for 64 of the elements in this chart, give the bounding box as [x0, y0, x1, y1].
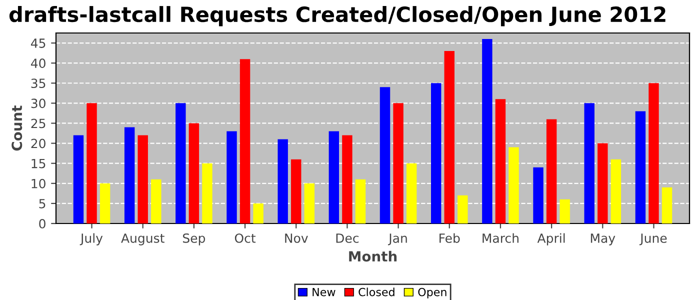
x-tick-label: July: [80, 233, 103, 246]
bar: [124, 127, 135, 224]
legend-label: Open: [418, 288, 446, 298]
bar: [291, 159, 302, 224]
bar: [444, 51, 454, 224]
x-tick-label: Dec: [336, 234, 359, 243]
bar: [138, 135, 148, 224]
bar: [100, 183, 110, 224]
bar: [482, 39, 492, 224]
y-tick-label: 35: [31, 78, 46, 88]
bar: [393, 103, 404, 224]
bar: [226, 131, 237, 224]
bar: [342, 135, 352, 224]
bar: [278, 139, 288, 224]
bar: [648, 83, 659, 224]
x-tick-label: March: [482, 233, 518, 243]
y-tick-label: 0: [39, 218, 46, 228]
y-tick-label: 20: [31, 138, 46, 148]
bar: [202, 163, 212, 224]
x-tick-label: May: [590, 234, 616, 246]
bar: [253, 203, 264, 224]
bar: [584, 103, 594, 224]
bar: [328, 131, 340, 224]
x-tick-label: April: [537, 233, 565, 246]
x-tick-label: Sep: [182, 233, 206, 246]
x-tick-label: August: [121, 234, 164, 246]
y-tick-label: 40: [30, 58, 46, 68]
bar: [635, 111, 646, 224]
bar: [495, 99, 506, 224]
bar: [151, 179, 162, 224]
bar: [533, 167, 544, 224]
bar: [73, 135, 84, 224]
bar: [560, 199, 570, 224]
legend-label: Closed: [358, 288, 394, 296]
legend-label: New: [312, 288, 336, 296]
x-tick-label: June: [639, 234, 667, 246]
y-axis-title: Count: [12, 105, 22, 151]
y-tick-label: 15: [32, 158, 46, 168]
bar: [546, 119, 557, 224]
bar: [380, 87, 390, 224]
bar: [86, 103, 97, 224]
y-tick-label: 5: [39, 199, 46, 208]
bar: [508, 147, 519, 224]
y-tick-label: 10: [32, 178, 46, 188]
y-tick-label: 25: [31, 118, 46, 128]
bar: [598, 143, 608, 224]
bar: [458, 195, 468, 224]
x-axis-title: Month: [349, 250, 397, 262]
x-tick-label: Oct: [234, 233, 256, 243]
bar: [304, 183, 315, 224]
bar: [176, 103, 186, 224]
bar: [240, 59, 250, 224]
bar: [430, 83, 442, 224]
bar: [406, 163, 417, 224]
x-tick-label: Jan: [388, 234, 407, 246]
bar: [188, 123, 200, 224]
chart-title: drafts-lastcall Requests Created/Closed/Open June 2012: [9, 6, 666, 26]
x-tick-label: Feb: [440, 233, 460, 243]
y-tick-label: 30: [31, 98, 46, 108]
bar: [610, 159, 622, 224]
y-tick-label: 45: [30, 38, 46, 48]
bar: [662, 187, 672, 224]
x-tick-label: Nov: [285, 234, 308, 243]
bar: [355, 179, 366, 224]
